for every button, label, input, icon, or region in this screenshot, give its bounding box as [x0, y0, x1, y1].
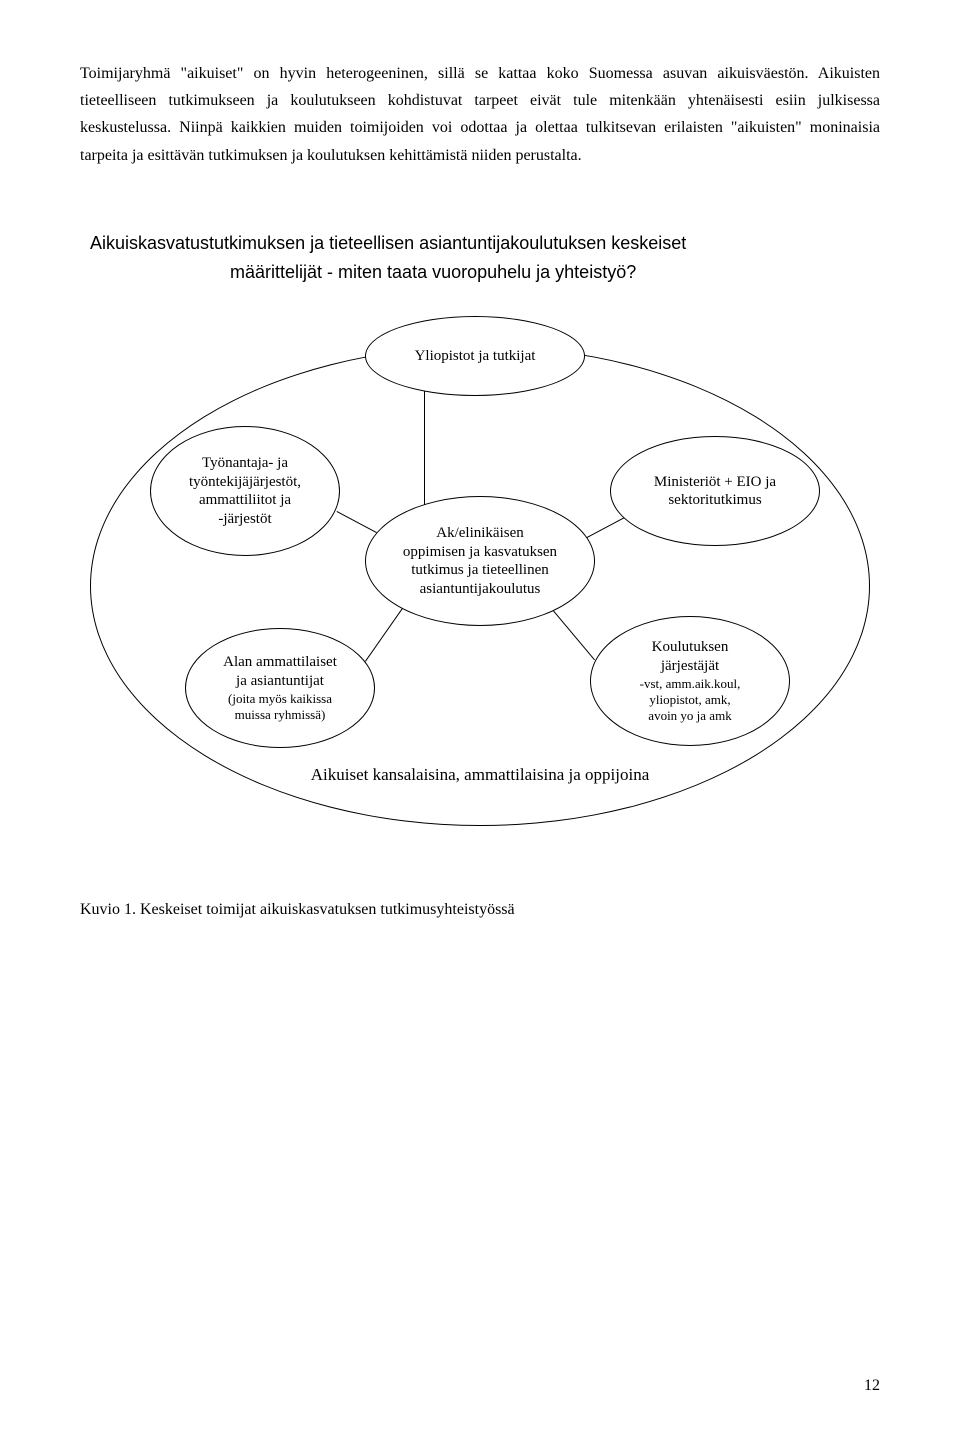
- figure-caption: Kuvio 1. Keskeiset toimijat aikuiskasvat…: [80, 896, 880, 923]
- node-edu-l3: -vst, amm.aik.koul,: [640, 676, 741, 692]
- node-edu-l2: järjestäjät: [661, 657, 719, 676]
- node-education-providers: Koulutuksen järjestäjät -vst, amm.aik.ko…: [590, 616, 790, 746]
- node-employer-l3: ammattiliitot ja: [199, 491, 291, 510]
- node-ministries: Ministeriöt + EIO ja sektoritutkimus: [610, 436, 820, 546]
- node-ministries-l2: sektoritutkimus: [668, 491, 761, 510]
- inner-caption: Aikuiset kansalaisina, ammattilaisina ja…: [210, 761, 750, 790]
- node-employer-orgs: Työnantaja- ja työntekijäjärjestöt, amma…: [150, 426, 340, 556]
- node-prof-l3: (joita myös kaikissa: [228, 691, 332, 707]
- intro-paragraph: Toimijaryhmä "aikuiset" on hyvin heterog…: [80, 60, 880, 169]
- node-edu-l1: Koulutuksen: [652, 638, 729, 657]
- node-ministries-l1: Ministeriöt + EIO ja: [654, 473, 776, 492]
- diagram-title: Aikuiskasvatustutkimuksen ja tieteellise…: [90, 229, 880, 287]
- node-center-l3: tutkimus ja tieteellinen: [411, 561, 548, 580]
- node-edu-l4: yliopistot, amk,: [649, 692, 730, 708]
- node-center-l4: asiantuntijakoulutus: [420, 580, 541, 599]
- node-prof-l1: Alan ammattilaiset: [223, 653, 337, 672]
- connector-top-center: [424, 388, 425, 508]
- node-center-research: Ak/elinikäisen oppimisen ja kasvatuksen …: [365, 496, 595, 626]
- node-employer-l2: työntekijäjärjestöt,: [189, 473, 301, 492]
- diagram-title-line1: Aikuiskasvatustutkimuksen ja tieteellise…: [90, 233, 686, 253]
- paragraph-text: Toimijaryhmä "aikuiset" on hyvin heterog…: [80, 60, 880, 169]
- node-edu-l5: avoin yo ja amk: [648, 708, 731, 724]
- node-center-l2: oppimisen ja kasvatuksen: [403, 543, 557, 562]
- node-prof-l4: muissa ryhmissä): [235, 707, 326, 723]
- node-employer-l1: Työnantaja- ja: [202, 454, 288, 473]
- diagram-title-line2: määrittelijät - miten taata vuoropuhelu …: [230, 258, 880, 287]
- node-employer-l4: -järjestöt: [218, 510, 271, 529]
- node-universities: Yliopistot ja tutkijat: [365, 316, 585, 396]
- node-universities-label: Yliopistot ja tutkijat: [415, 347, 536, 366]
- page-number: 12: [864, 1372, 880, 1399]
- node-center-l1: Ak/elinikäisen: [436, 524, 523, 543]
- node-prof-l2: ja asiantuntijat: [236, 672, 324, 691]
- diagram-area: Yliopistot ja tutkijat Työnantaja- ja ty…: [90, 316, 870, 836]
- node-professionals: Alan ammattilaiset ja asiantuntijat (joi…: [185, 628, 375, 748]
